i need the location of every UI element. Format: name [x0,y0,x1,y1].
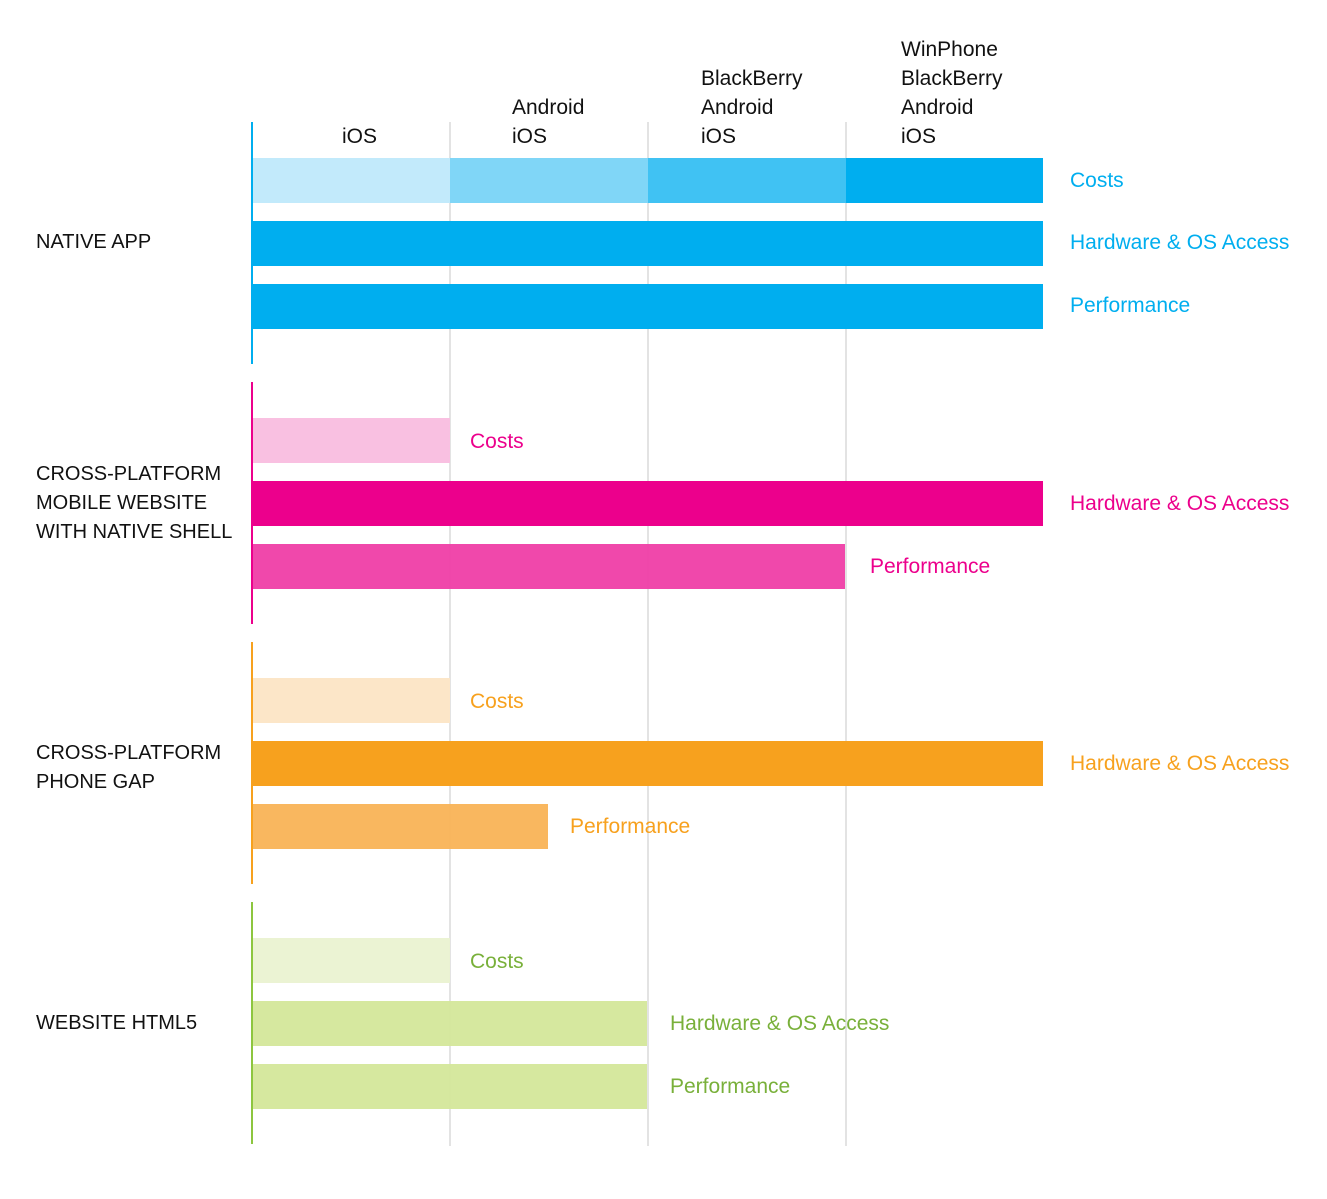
bar-label-shell-costs: Costs [470,430,524,453]
bar-label-phonegap-hardware: Hardware & OS Access [1070,752,1290,775]
gridline-2 [647,122,649,1146]
group-label-native-shell: CROSS-PLATFORM MOBILE WEBSITE WITH NATIV… [36,463,233,543]
axis-phonegap [251,642,253,884]
column-header-3: BlackBerry Android iOS [701,67,803,148]
bar-label-native-performance: Performance [1070,294,1191,317]
group-label-phonegap: CROSS-PLATFORM PHONE GAP [36,742,222,793]
bar-native-hardware [252,221,1043,266]
bar-label-shell-performance: Performance [870,555,991,578]
gridline-3 [845,122,847,1146]
bar-phonegap-performance [252,804,548,849]
bar-label-native-costs: Costs [1070,169,1124,192]
bar-phonegap-costs [252,678,450,723]
bar-shell-performance [252,544,845,589]
bar-shell-hardware [252,481,1043,526]
bar-segment-android [450,158,648,203]
axis-html5 [251,902,253,1144]
column-header-4: WinPhone BlackBerry Android iOS [901,38,1003,148]
axis-native-shell [251,382,253,624]
bar-native-costs [252,158,1043,203]
bar-label-html5-costs: Costs [470,950,524,973]
bar-segment-winphone [846,158,1043,203]
bar-label-html5-performance: Performance [670,1075,791,1098]
bar-segment-blackberry [648,158,846,203]
bar-label-phonegap-costs: Costs [470,690,524,713]
bar-label-phonegap-performance: Performance [570,815,691,838]
axis-native-app [251,122,253,364]
bar-label-html5-hardware: Hardware & OS Access [670,1012,890,1035]
column-header-2: Android iOS [512,96,585,148]
group-label-html5: WEBSITE HTML5 [36,1012,198,1034]
bar-html5-costs [252,938,450,983]
bar-segment-ios [252,158,450,203]
bar-native-performance [252,284,1043,329]
gridline-1 [449,122,451,1146]
bar-label-native-hardware: Hardware & OS Access [1070,231,1290,254]
bar-phonegap-hardware [252,741,1043,786]
column-header-1: iOS [342,125,378,148]
group-label-native-app: NATIVE APP [36,231,152,253]
bar-shell-costs [252,418,450,463]
bar-html5-hardware [252,1001,647,1046]
bar-html5-performance [252,1064,647,1109]
bar-label-shell-hardware: Hardware & OS Access [1070,492,1290,515]
